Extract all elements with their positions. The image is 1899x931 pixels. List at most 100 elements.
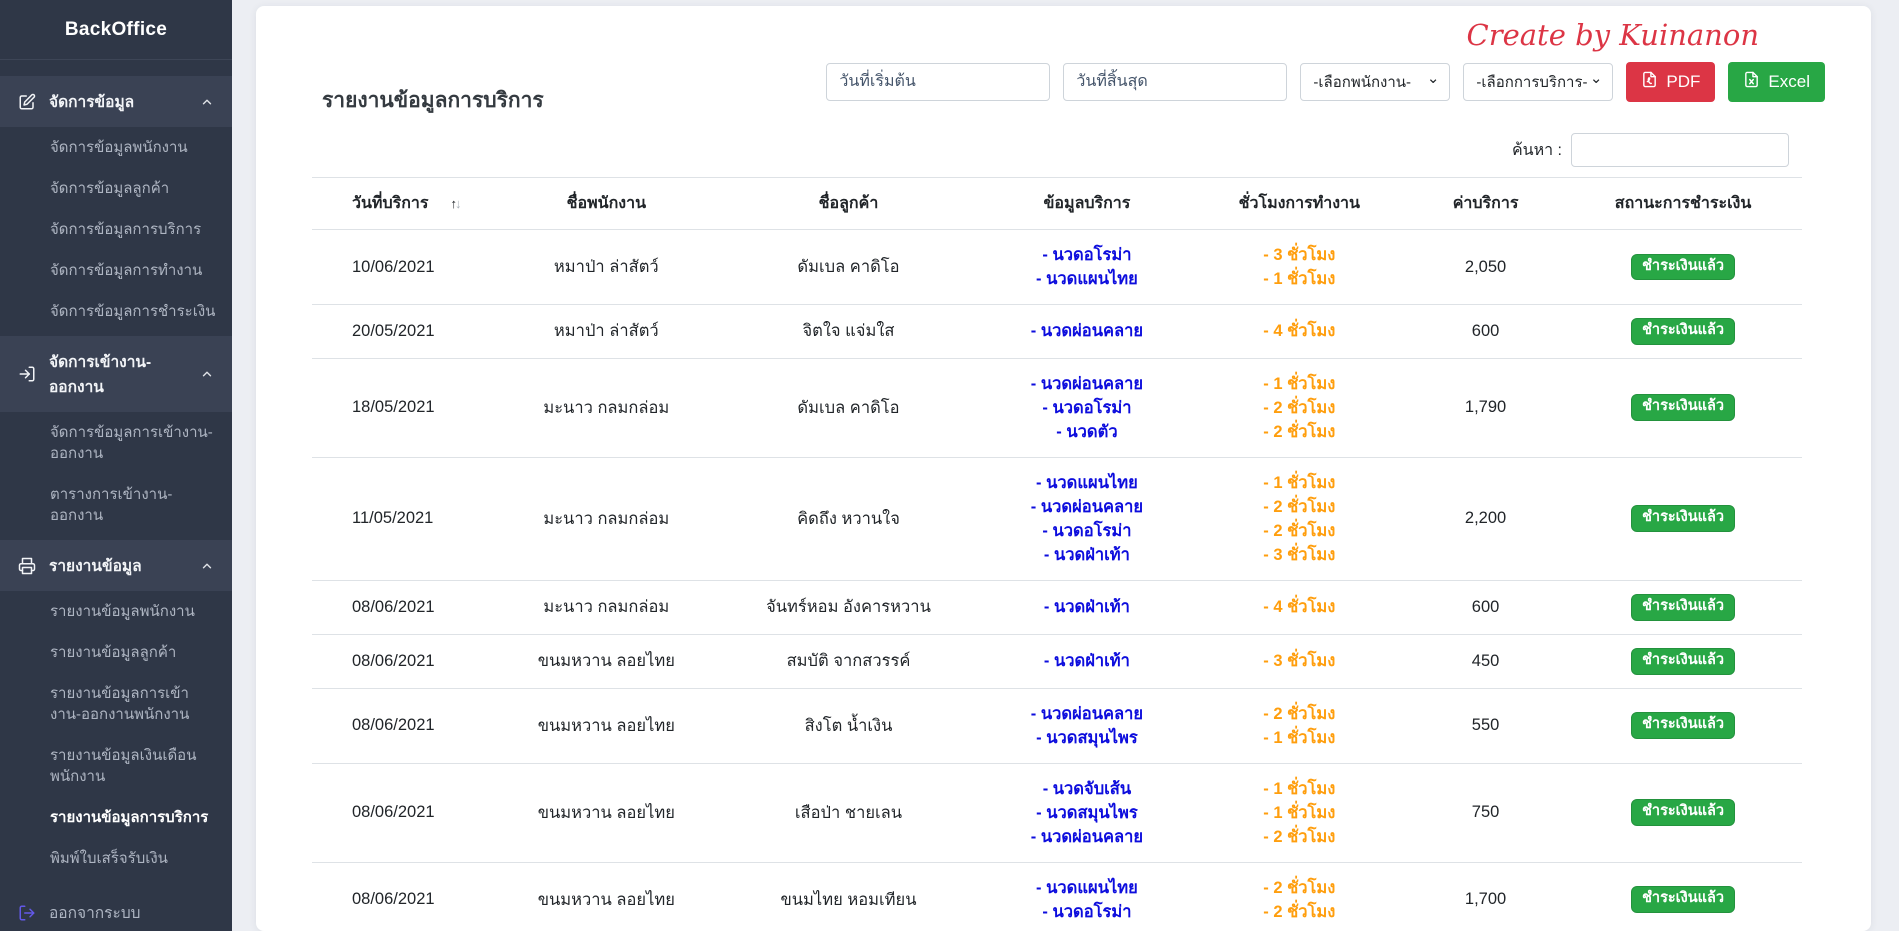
sidebar-item[interactable]: รายงานข้อมูลพนักงาน — [0, 591, 232, 632]
service-item: - นวดอโรม่า — [989, 396, 1186, 420]
service-date-cell: 18/05/2021 — [312, 358, 498, 457]
price-cell: 750 — [1407, 763, 1563, 862]
services-cell: - นวดผ่อนคลาย — [983, 305, 1192, 359]
sidebar-section-header[interactable]: รายงานข้อมูล — [0, 540, 232, 591]
table-row: 10/06/2021 หมาป่า ล่าสัตว์ ดัมเบล คาดิโอ… — [312, 230, 1802, 305]
hours-cell: - 1 ชั่วโมง- 2 ชั่วโมง- 2 ชั่วโมง- 3 ชั่… — [1191, 457, 1407, 580]
service-item: - นวดจับเส้น — [989, 777, 1186, 801]
services-cell: - นวดฝ่าเท้า — [983, 580, 1192, 634]
payment-status-cell: ชำระเงินแล้ว — [1564, 688, 1803, 763]
chevron-down-icon: ⌄ — [1427, 74, 1440, 84]
services-report-table: วันที่บริการ↑↓ ชื่อพนักงาน ชื่อลูกค้า ข้… — [312, 177, 1802, 931]
hours-item: - 4 ชั่วโมง — [1197, 319, 1401, 343]
excel-export-button[interactable]: Excel — [1728, 62, 1825, 102]
service-date-cell: 08/06/2021 — [312, 763, 498, 862]
service-item: - นวดตัว — [989, 420, 1186, 444]
services-cell: - นวดอโรม่า- นวดแผนไทย — [983, 230, 1192, 305]
payment-status-cell: ชำระเงินแล้ว — [1564, 230, 1803, 305]
price-cell: 600 — [1407, 580, 1563, 634]
sidebar-item[interactable]: จัดการข้อมูลการเข้างาน-ออกงาน — [0, 412, 232, 474]
employee-name-cell: ขนมหวาน ลอยไทย — [498, 688, 714, 763]
hours-item: - 3 ชั่วโมง — [1197, 243, 1401, 267]
app-root: BackOffice จัดการข้อมูลจัดการข้อมูลพนักง… — [0, 0, 1899, 931]
customer-name-cell: สมบัติ จากสวรรค์ — [714, 634, 982, 688]
hours-item: - 2 ชั่วโมง — [1197, 396, 1401, 420]
sort-arrows-icon[interactable]: ↑↓ — [450, 196, 459, 211]
sidebar-item[interactable]: พิมพ์ใบเสร็จรับเงิน — [0, 838, 232, 879]
logout-button[interactable]: ออกจากระบบ — [0, 885, 232, 931]
service-date-cell: 08/06/2021 — [312, 580, 498, 634]
service-item: - นวดแผนไทย — [989, 876, 1186, 900]
services-cell: - นวดผ่อนคลาย- นวดอโรม่า- นวดตัว — [983, 358, 1192, 457]
column-header-service-fee: ค่าบริการ — [1407, 178, 1563, 230]
hours-item: - 2 ชั่วโมง — [1197, 876, 1401, 900]
service-date-cell: 08/06/2021 — [312, 862, 498, 931]
sidebar-item[interactable]: จัดการข้อมูลการทำงาน — [0, 250, 232, 291]
edit-icon — [18, 93, 36, 111]
search-row: ค้นหา : — [312, 133, 1789, 167]
hours-cell: - 3 ชั่วโมง- 1 ชั่วโมง — [1191, 230, 1407, 305]
service-date-cell: 08/06/2021 — [312, 634, 498, 688]
sidebar-item[interactable]: จัดการข้อมูลพนักงาน — [0, 127, 232, 168]
sidebar-item[interactable]: รายงานข้อมูลลูกค้า — [0, 632, 232, 673]
payment-status-cell: ชำระเงินแล้ว — [1564, 862, 1803, 931]
service-item: - นวดผ่อนคลาย — [989, 319, 1186, 343]
logout-label: ออกจากระบบ — [49, 900, 141, 925]
price-cell: 600 — [1407, 305, 1563, 359]
price-cell: 550 — [1407, 688, 1563, 763]
hours-item: - 2 ชั่วโมง — [1197, 825, 1401, 849]
table-header: วันที่บริการ↑↓ ชื่อพนักงาน ชื่อลูกค้า ข้… — [312, 178, 1802, 230]
hours-item: - 3 ชั่วโมง — [1197, 649, 1401, 673]
service-item: - นวดฝ่าเท้า — [989, 543, 1186, 567]
service-item: - นวดฝ่าเท้า — [989, 595, 1186, 619]
page-title: รายงานข้อมูลการบริการ — [322, 84, 544, 117]
employee-name-cell: หมาป่า ล่าสัตว์ — [498, 305, 714, 359]
hours-cell: - 3 ชั่วโมง — [1191, 634, 1407, 688]
service-select-value: -เลือกการบริการ- — [1476, 70, 1587, 94]
sidebar-item[interactable]: ตารางการเข้างาน-ออกงาน — [0, 474, 232, 536]
hours-item: - 2 ชั่วโมง — [1197, 702, 1401, 726]
service-item: - นวดอโรม่า — [989, 900, 1186, 924]
column-header-service-info: ข้อมูลบริการ — [983, 178, 1192, 230]
chevron-down-icon: ⌄ — [1590, 74, 1603, 84]
employee-select[interactable]: -เลือกพนักงาน- ⌄ — [1300, 63, 1450, 101]
employee-name-cell: มะนาว กลมกล่อม — [498, 580, 714, 634]
sidebar-section-header[interactable]: จัดการข้อมูล — [0, 76, 232, 127]
sidebar-item[interactable]: จัดการข้อมูลการชำระเงิน — [0, 291, 232, 332]
sidebar-section-header[interactable]: จัดการเข้างาน-ออกงาน — [0, 336, 232, 412]
pdf-export-button[interactable]: PDF — [1626, 62, 1715, 102]
hours-cell: - 2 ชั่วโมง- 1 ชั่วโมง — [1191, 688, 1407, 763]
payment-status-cell: ชำระเงินแล้ว — [1564, 634, 1803, 688]
service-date-cell: 08/06/2021 — [312, 688, 498, 763]
sidebar-item[interactable]: รายงานข้อมูลการเข้างาน-ออกงานพนักงาน — [0, 673, 232, 735]
services-cell: - นวดจับเส้น- นวดสมุนไพร- นวดผ่อนคลาย — [983, 763, 1192, 862]
service-item: - นวดผ่อนคลาย — [989, 702, 1186, 726]
table-row: 08/06/2021 ขนมหวาน ลอยไทย สมบัติ จากสวรร… — [312, 634, 1802, 688]
search-input[interactable] — [1571, 133, 1789, 167]
sidebar-item[interactable]: รายงานข้อมูลเงินเดือนพนักงาน — [0, 735, 232, 797]
service-date-cell: 10/06/2021 — [312, 230, 498, 305]
start-date-input[interactable] — [826, 63, 1050, 101]
table-row: 08/06/2021 มะนาว กลมกล่อม จันทร์หอม อังค… — [312, 580, 1802, 634]
payment-status-badge: ชำระเงินแล้ว — [1631, 318, 1735, 345]
sidebar-item[interactable]: จัดการข้อมูลลูกค้า — [0, 168, 232, 209]
sign-out-icon — [18, 904, 36, 922]
hours-item: - 1 ชั่วโมง — [1197, 801, 1401, 825]
end-date-input[interactable] — [1063, 63, 1287, 101]
hours-item: - 3 ชั่วโมง — [1197, 543, 1401, 567]
hours-item: - 2 ชั่วโมง — [1197, 495, 1401, 519]
price-cell: 2,200 — [1407, 457, 1563, 580]
service-select[interactable]: -เลือกการบริการ- ⌄ — [1463, 63, 1613, 101]
hours-item: - 1 ชั่วโมง — [1197, 777, 1401, 801]
sidebar-section-label: รายงานข้อมูล — [49, 553, 142, 578]
employee-name-cell: ขนมหวาน ลอยไทย — [498, 763, 714, 862]
hours-item: - 1 ชั่วโมง — [1197, 267, 1401, 291]
sidebar-item[interactable]: จัดการข้อมูลการบริการ — [0, 209, 232, 250]
employee-name-cell: ขนมหวาน ลอยไทย — [498, 862, 714, 931]
column-header-customer-name: ชื่อลูกค้า — [714, 178, 982, 230]
hours-item: - 2 ชั่วโมง — [1197, 519, 1401, 543]
column-header-service-date[interactable]: วันที่บริการ↑↓ — [312, 178, 498, 230]
credit-text: Create by Kuinanon — [312, 18, 1825, 58]
hours-item: - 2 ชั่วโมง — [1197, 420, 1401, 444]
sidebar-item-active[interactable]: รายงานข้อมูลการบริการ — [0, 797, 232, 838]
